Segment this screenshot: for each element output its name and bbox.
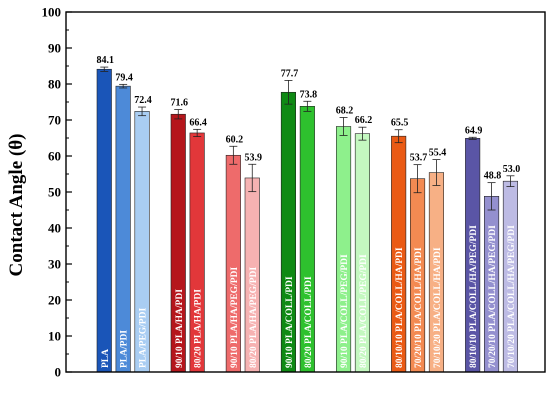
value-label: 66.4 xyxy=(189,117,207,128)
y-axis-title: Contact Angle (θ) xyxy=(6,134,27,277)
bar-label: 90/10 PLA/HA/PEG/PDI xyxy=(230,267,240,368)
value-label: 84.1 xyxy=(97,55,115,66)
bar-label: 80/20 PLA/COLL/PEG/PDI xyxy=(359,254,369,368)
bar-label: 70/10/20 PLA/COLL/HA/PDI xyxy=(433,247,443,368)
bar-label: 70/10/20 PLA/COLL/HA/PEG/PDI xyxy=(507,225,517,368)
bar-label: 70/20/10 PLA/COLL/HA/PDI xyxy=(414,247,424,368)
bar-label: 90/10 PLA/HA/PDI xyxy=(175,289,185,368)
value-label: 72.4 xyxy=(134,95,152,106)
value-label: 53.9 xyxy=(245,152,263,163)
bar-label: PLA xyxy=(101,349,111,368)
value-label: 71.6 xyxy=(171,98,189,109)
y-tick-label: 60 xyxy=(48,149,61,164)
value-label: 65.5 xyxy=(391,118,409,129)
value-label: 79.4 xyxy=(115,72,133,83)
bar-label: 80/20 PLA/HA/PDI xyxy=(194,289,204,368)
value-label: 55.4 xyxy=(429,148,447,159)
value-label: 66.2 xyxy=(355,115,373,126)
bar-label: 80/10/10 PLA/COLL/HA/PDI xyxy=(395,247,405,368)
value-label: 73.8 xyxy=(300,89,318,100)
bars-layer: 84.1 PLA 79.4 PLA/PDI 72.4 PLA/PEG/PDI 71.6 90/… xyxy=(96,55,521,373)
bar-label: 80/20 PLA/COLL/PDI xyxy=(304,276,314,368)
bar-label: 80/20 PLA/HA/PEG/PDI xyxy=(249,267,259,368)
y-tick-label: 70 xyxy=(48,113,61,128)
value-label: 77.7 xyxy=(281,68,299,79)
value-label: 53.7 xyxy=(410,153,428,164)
value-label: 60.2 xyxy=(226,134,244,145)
y-tick-label: 30 xyxy=(48,257,61,272)
y-tick-label: 80 xyxy=(48,77,61,92)
y-tick-label: 20 xyxy=(48,293,61,308)
bar-label: PLA/PDI xyxy=(120,330,130,368)
y-tick-label: 90 xyxy=(48,41,61,56)
value-label: 48.8 xyxy=(484,171,502,182)
value-label: 64.9 xyxy=(465,125,483,136)
y-tick-label: 100 xyxy=(42,5,62,20)
y-tick-label: 10 xyxy=(48,329,61,344)
value-label: 68.2 xyxy=(336,105,354,116)
bar-label: PLA/PEG/PDI xyxy=(139,308,149,368)
y-tick-label: 40 xyxy=(48,221,61,236)
bar-label: 90/10 PLA/COLL/PEG/PDI xyxy=(340,254,350,368)
bar xyxy=(115,85,131,373)
bar-label: 70/20/10 PLA/COLL/HA/PEG/PDI xyxy=(488,225,498,368)
bar xyxy=(96,68,112,373)
y-tick-label: 50 xyxy=(48,185,61,200)
bar-label: 90/10 PLA/COLL/PDI xyxy=(285,276,295,368)
bar-label: 80/10/10 PLA/COLL/HA/PEG/PDI xyxy=(469,225,479,368)
axes-layer: 0 10 20 30 40 50 60 70 80 90 100 xyxy=(42,5,546,380)
value-label: 53.0 xyxy=(503,164,521,175)
y-tick-label: 0 xyxy=(55,365,62,380)
